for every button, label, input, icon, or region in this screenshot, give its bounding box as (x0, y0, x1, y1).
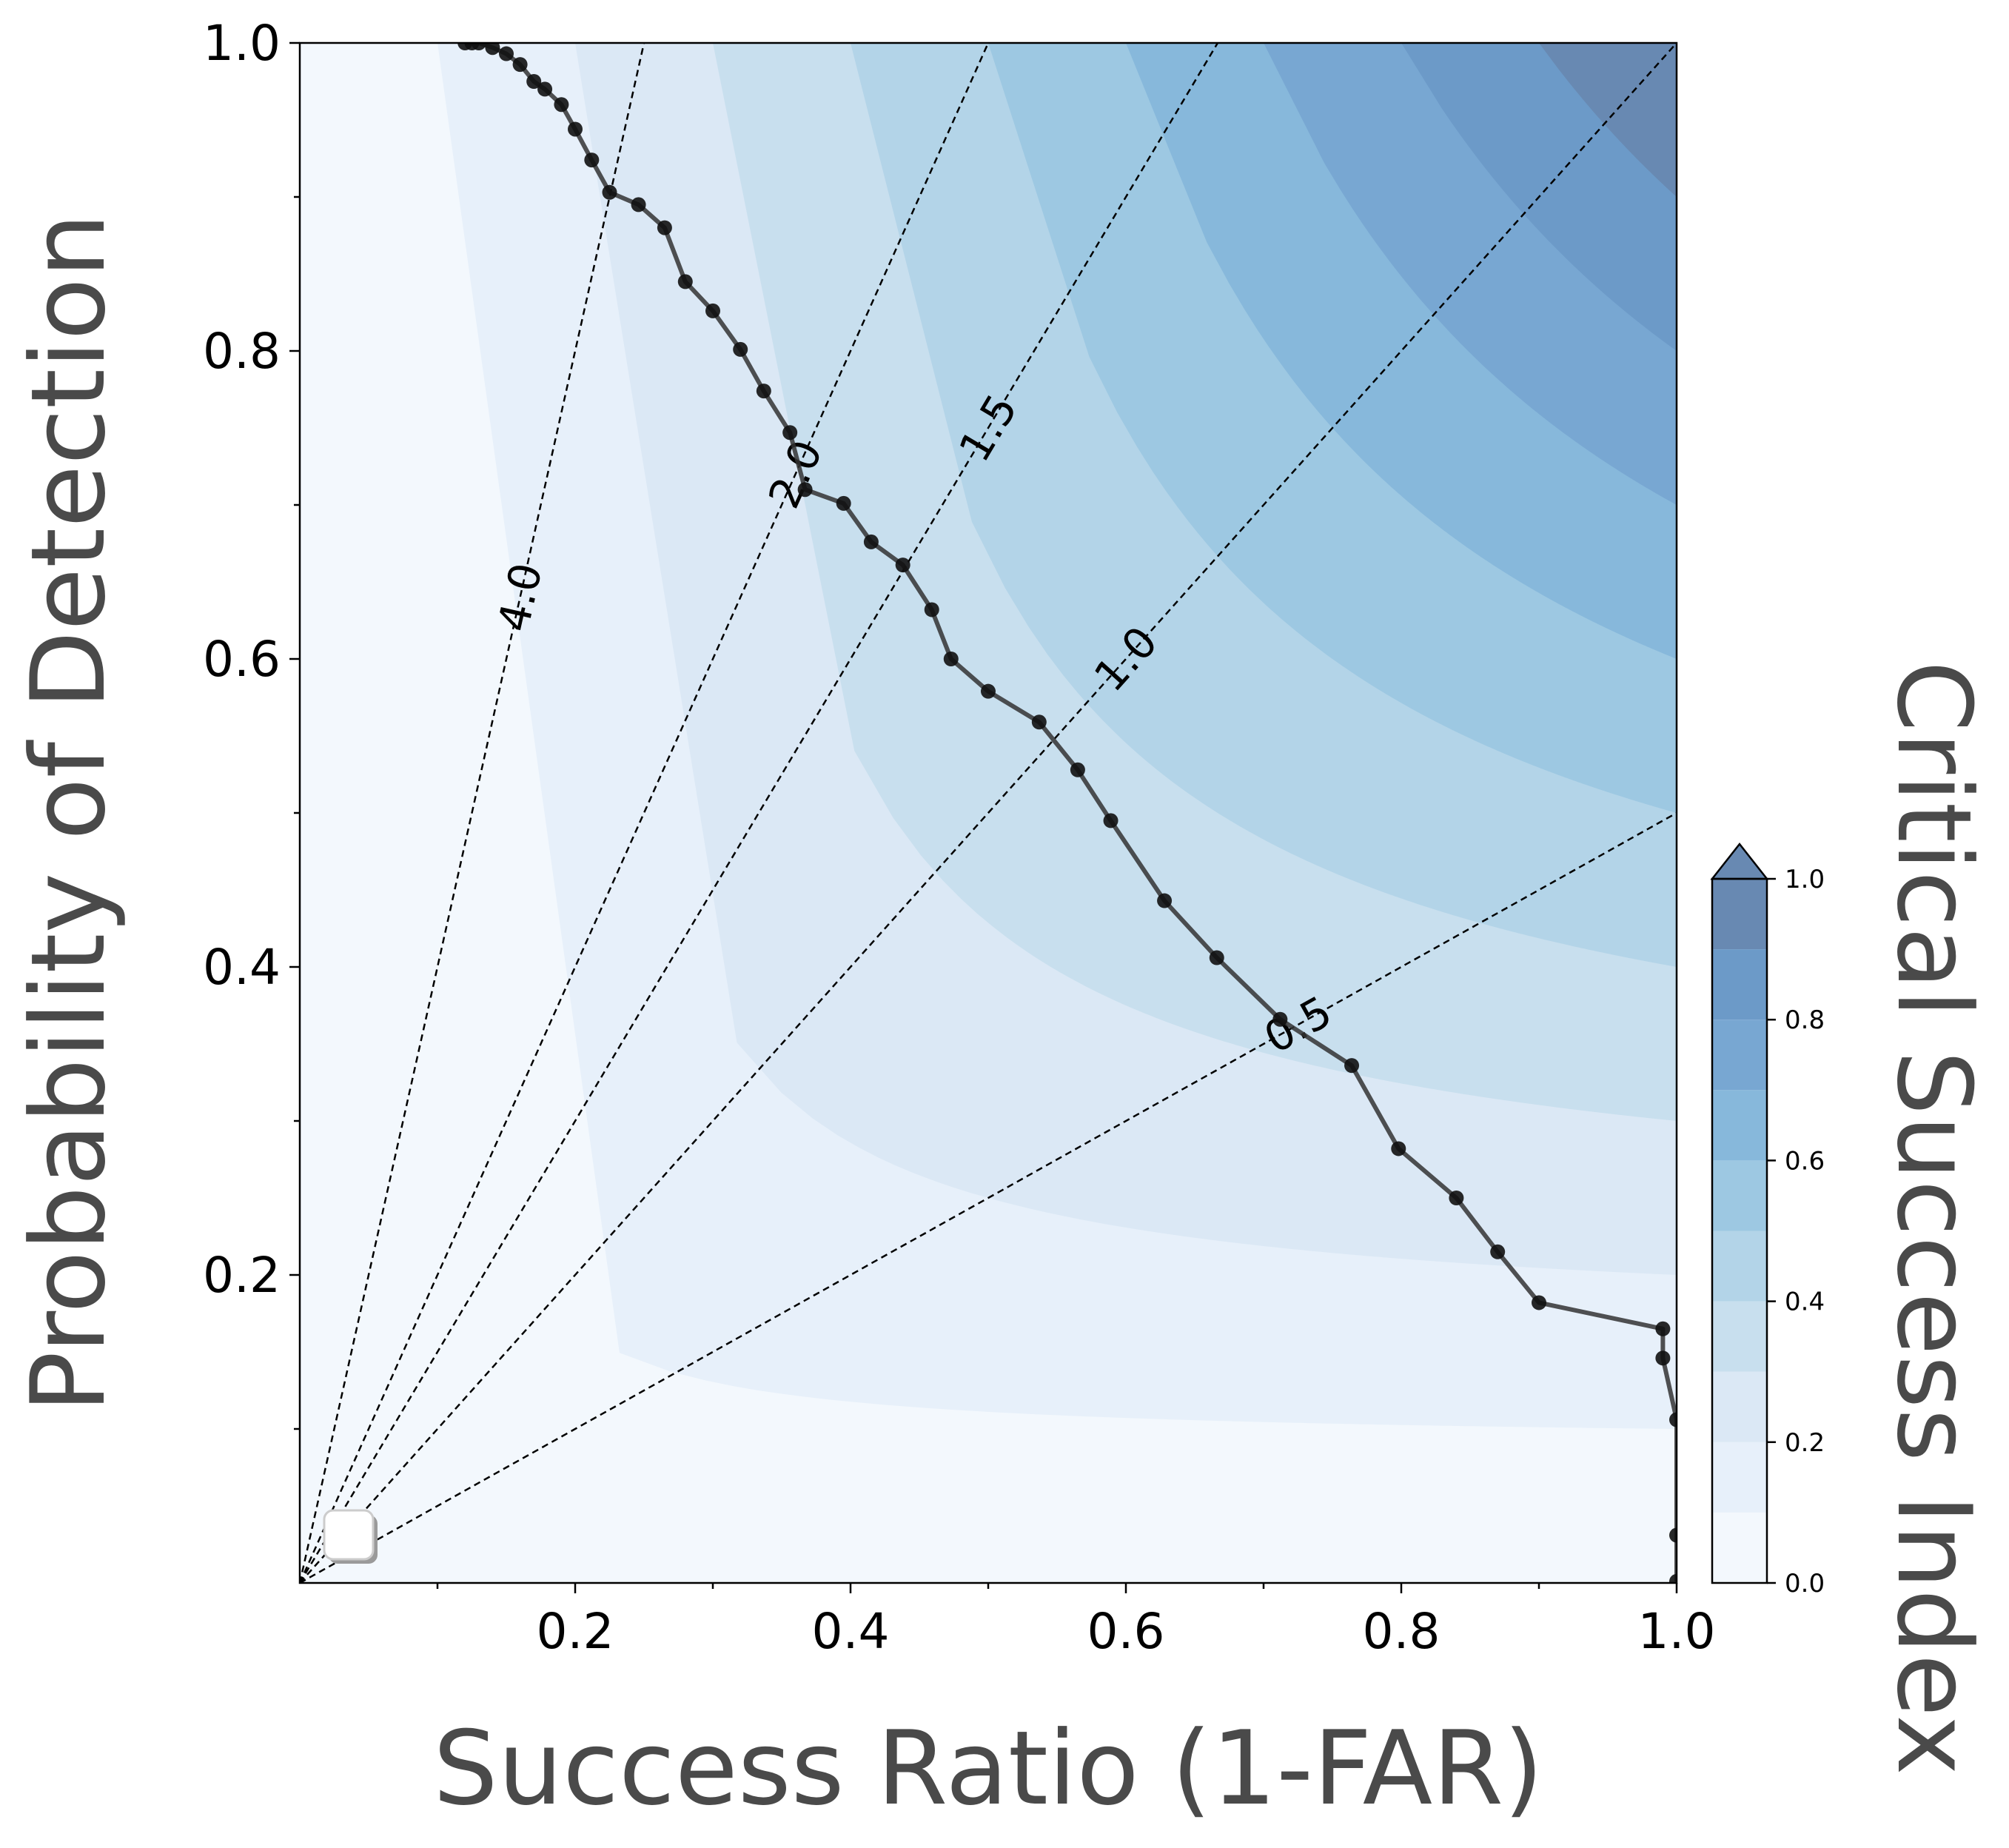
data-point (1490, 1244, 1506, 1259)
colorbar-tick-label: 1.0 (1785, 865, 1825, 894)
data-point (836, 495, 851, 511)
colorbar-title: Critical Success Index (1874, 660, 1993, 1775)
data-point (1103, 813, 1118, 828)
x-tick-label: 0.8 (1363, 1603, 1440, 1660)
data-point (554, 97, 569, 113)
data-point (1669, 1573, 1677, 1583)
data-point (756, 384, 771, 399)
colorbar-bands (1712, 879, 1767, 1583)
data-point (1669, 1412, 1677, 1427)
x-tick-label: 0.4 (812, 1603, 890, 1660)
colorbar-band (1712, 1512, 1767, 1583)
bias-line (300, 43, 1677, 1583)
colorbar-ticks: 0.0 0.2 0.4 0.6 0.8 1.0 (1767, 865, 1825, 1598)
y-axis-ticks: 0.2 0.4 0.6 0.8 1.0 (203, 15, 300, 1430)
data-point (895, 558, 910, 573)
data-point (1655, 1350, 1671, 1366)
colorbar-band (1712, 1090, 1767, 1161)
colorbar-tick-label: 0.0 (1785, 1569, 1825, 1598)
data-point (943, 652, 959, 666)
data-point (677, 274, 693, 289)
colorbar-band (1712, 1371, 1767, 1442)
y-tick-label: 0.2 (203, 1247, 281, 1304)
data-point (1532, 1295, 1546, 1310)
data-point (797, 482, 813, 498)
data-point (863, 534, 879, 549)
colorbar-band (1712, 1160, 1767, 1231)
data-point (733, 341, 748, 357)
bias-line (300, 811, 1677, 1583)
data-point (657, 220, 672, 235)
colorbar-band (1712, 1020, 1767, 1091)
data-point (705, 303, 720, 318)
data-point (631, 197, 646, 212)
colorbar-band (1712, 949, 1767, 1020)
data-point (1272, 1011, 1288, 1027)
colorbar-tick-label: 0.6 (1785, 1146, 1825, 1176)
data-point (602, 184, 617, 200)
data-point (1655, 1321, 1671, 1336)
data-point (512, 57, 528, 73)
legend-box[interactable] (323, 1509, 375, 1561)
colorbar-band (1712, 879, 1767, 950)
legend[interactable] (323, 1509, 378, 1564)
y-tick-label: 1.0 (203, 15, 281, 72)
data-point (568, 121, 583, 137)
roc-series (457, 43, 1677, 1583)
bias-lines (300, 43, 1677, 1583)
y-tick-label: 0.6 (203, 631, 281, 688)
data-point (1449, 1191, 1464, 1205)
data-point (924, 602, 939, 617)
colorbar: 0.0 0.2 0.4 0.6 0.8 1.0 (1710, 842, 1825, 1598)
x-tick-label: 1.0 (1638, 1603, 1716, 1660)
x-tick-label: 0.6 (1087, 1603, 1165, 1660)
colorbar-band (1712, 1442, 1767, 1513)
data-point (981, 683, 996, 699)
data-point (782, 425, 798, 441)
data-point (537, 81, 553, 97)
colorbar-band (1712, 1301, 1767, 1372)
data-point (485, 43, 500, 56)
colorbar-tick-label: 0.8 (1785, 1005, 1825, 1035)
y-tick-label: 0.4 (203, 939, 281, 996)
data-point (1344, 1058, 1360, 1074)
colorbar-tick-label: 0.4 (1785, 1288, 1825, 1317)
data-point (1209, 950, 1224, 965)
x-axis-ticks: 0.2 0.4 0.6 0.8 1.0 (436, 1583, 1716, 1660)
x-tick-label: 0.2 (537, 1603, 614, 1660)
data-point (1031, 714, 1047, 730)
data-point (1669, 1527, 1677, 1543)
colorbar-tick-label: 0.2 (1785, 1428, 1825, 1458)
colorbar-frame (1711, 877, 1768, 1584)
data-point (1070, 762, 1085, 777)
plot-area: 4.02.01.51.00.5 0.2 0.4 0.6 0.8 1.0 0.20.40.… (203, 15, 1715, 1660)
data-point (499, 46, 514, 61)
data-point (526, 74, 542, 89)
y-axis-title: Probability of Detection (9, 213, 128, 1413)
y-tick-label: 0.8 (203, 323, 281, 380)
data-point (584, 153, 600, 168)
x-axis-title: Success Ratio (1-FAR) (433, 1709, 1543, 1828)
data-point (1391, 1141, 1406, 1156)
data-point (1157, 893, 1173, 908)
bias-line (300, 43, 990, 1583)
data-point (471, 43, 486, 50)
colorbar-band (1712, 1231, 1767, 1302)
bias-line (300, 43, 1219, 1583)
bias-line (300, 43, 645, 1583)
